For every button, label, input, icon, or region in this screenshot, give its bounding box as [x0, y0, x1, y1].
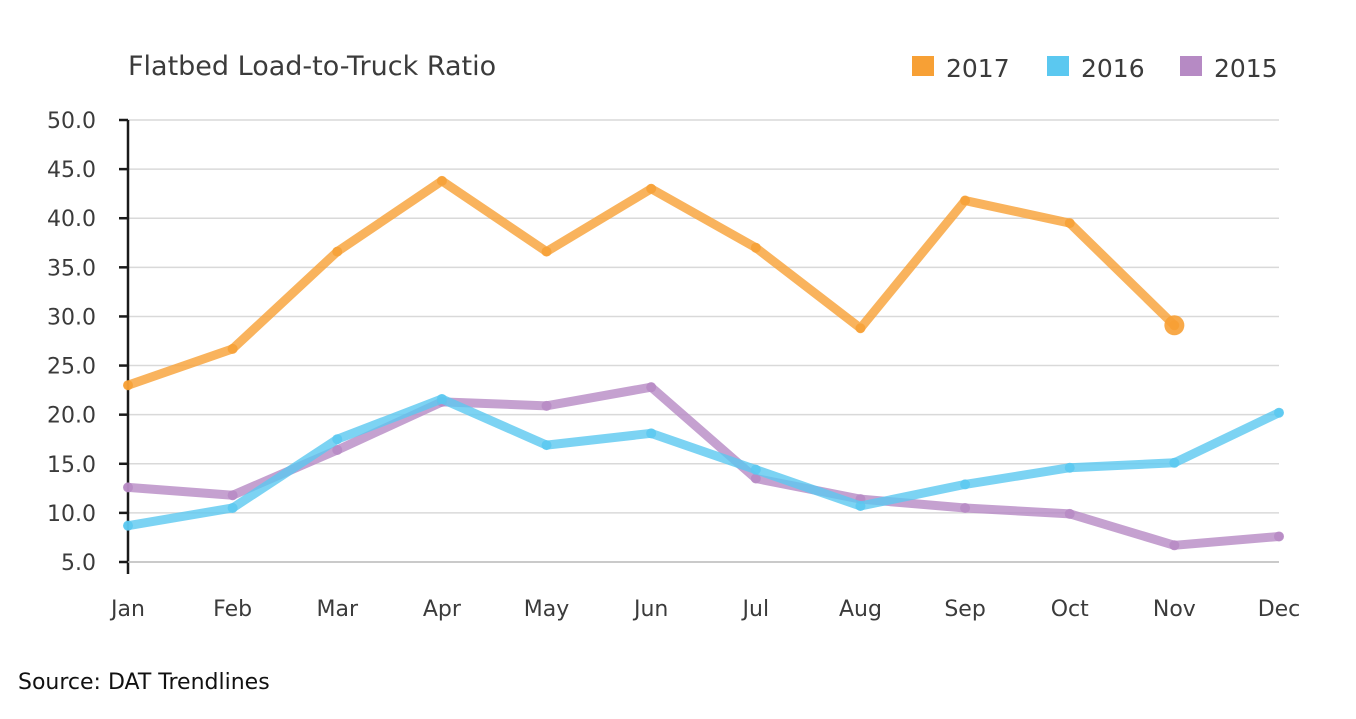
data-point-2015[interactable]	[1169, 540, 1180, 551]
data-point-2016[interactable]	[750, 464, 761, 475]
legend-swatch	[1180, 56, 1202, 76]
data-point-2017[interactable]	[436, 175, 447, 186]
y-tick-label: 25.0	[47, 355, 96, 380]
data-point-2016[interactable]	[227, 502, 238, 513]
highlight-point-2017[interactable]	[1164, 315, 1185, 336]
y-tick-label: 40.0	[47, 207, 96, 232]
legend-label: 2015	[1214, 54, 1278, 83]
data-point-2015[interactable]	[646, 382, 657, 393]
data-point-2017[interactable]	[227, 343, 238, 354]
x-tick-label: Aug	[839, 597, 882, 622]
axes: 5.0 10.0 15.0 20.0 25.0 30.0 35.0 40.0 45.0 50.0 J…	[47, 109, 1300, 622]
legend-item-2016[interactable]: 2016	[1047, 54, 1145, 83]
x-tick-label: Mar	[317, 597, 359, 622]
data-point-2017[interactable]	[960, 195, 971, 206]
legend-item-2017[interactable]: 2017	[912, 54, 1010, 83]
x-tick-label: Sep	[944, 597, 985, 622]
series-layer	[123, 175, 1284, 551]
x-tick-label: Jan	[109, 597, 145, 622]
series-line-2015	[123, 382, 1284, 550]
series-2016	[123, 393, 1284, 531]
legend-item-2015[interactable]: 2015	[1180, 54, 1278, 83]
y-tick-label: 50.0	[47, 109, 96, 134]
x-tick-label: Dec	[1258, 597, 1301, 622]
legend-swatch	[912, 56, 934, 76]
x-tick-label: Oct	[1051, 597, 1089, 622]
y-tick-label: 10.0	[47, 502, 96, 527]
legend-swatch	[1047, 56, 1069, 76]
data-point-2016[interactable]	[123, 520, 133, 531]
y-tick-label: 35.0	[47, 256, 96, 281]
x-tick-label: Jun	[632, 597, 668, 622]
x-tick-label: Apr	[423, 597, 462, 622]
y-tick-label: 30.0	[47, 305, 96, 330]
data-point-2017[interactable]	[332, 246, 343, 257]
data-point-2015[interactable]	[123, 482, 133, 493]
data-point-2016[interactable]	[1169, 457, 1180, 468]
series-2017	[123, 175, 1185, 391]
x-tick-label: Jul	[741, 597, 770, 622]
legend-label: 2016	[1081, 54, 1145, 83]
data-point-2017[interactable]	[541, 246, 552, 257]
y-tick-label: 5.0	[61, 551, 96, 576]
legend-label: 2017	[946, 54, 1010, 83]
data-point-2015[interactable]	[541, 400, 552, 411]
chart-title: Flatbed Load-to-Truck Ratio	[128, 51, 496, 82]
data-point-2016[interactable]	[436, 393, 447, 404]
y-tick-label: 15.0	[47, 453, 96, 478]
series-line-2017	[123, 176, 1179, 390]
data-point-2017[interactable]	[1064, 218, 1075, 229]
series-line-2016	[123, 394, 1284, 531]
y-tick-label: 45.0	[47, 158, 96, 183]
data-point-2016[interactable]	[332, 434, 343, 445]
data-point-2016[interactable]	[541, 440, 552, 451]
data-point-2015[interactable]	[1064, 508, 1075, 519]
data-point-2017[interactable]	[646, 183, 657, 194]
data-point-2015[interactable]	[227, 490, 238, 501]
data-point-2017[interactable]	[123, 380, 133, 391]
data-point-2016[interactable]	[960, 479, 971, 490]
x-tick-label: Nov	[1153, 597, 1196, 622]
data-point-2015[interactable]	[960, 502, 971, 513]
data-point-2016[interactable]	[646, 428, 657, 439]
data-point-2015[interactable]	[750, 473, 761, 484]
source-note: Source: DAT Trendlines	[18, 670, 270, 695]
data-point-2016[interactable]	[1274, 407, 1284, 418]
data-point-2015[interactable]	[332, 445, 343, 456]
data-point-2016[interactable]	[855, 501, 866, 512]
data-point-2015[interactable]	[1274, 531, 1284, 542]
x-tick-label: Feb	[213, 597, 252, 622]
data-point-2017[interactable]	[750, 242, 761, 253]
x-tick-label: May	[524, 597, 569, 622]
gridlines	[128, 119, 1279, 563]
y-tick-label: 20.0	[47, 404, 96, 429]
data-point-2017[interactable]	[855, 323, 866, 334]
data-point-2016[interactable]	[1064, 462, 1075, 473]
legend: 2017 2016 2015	[912, 54, 1278, 83]
